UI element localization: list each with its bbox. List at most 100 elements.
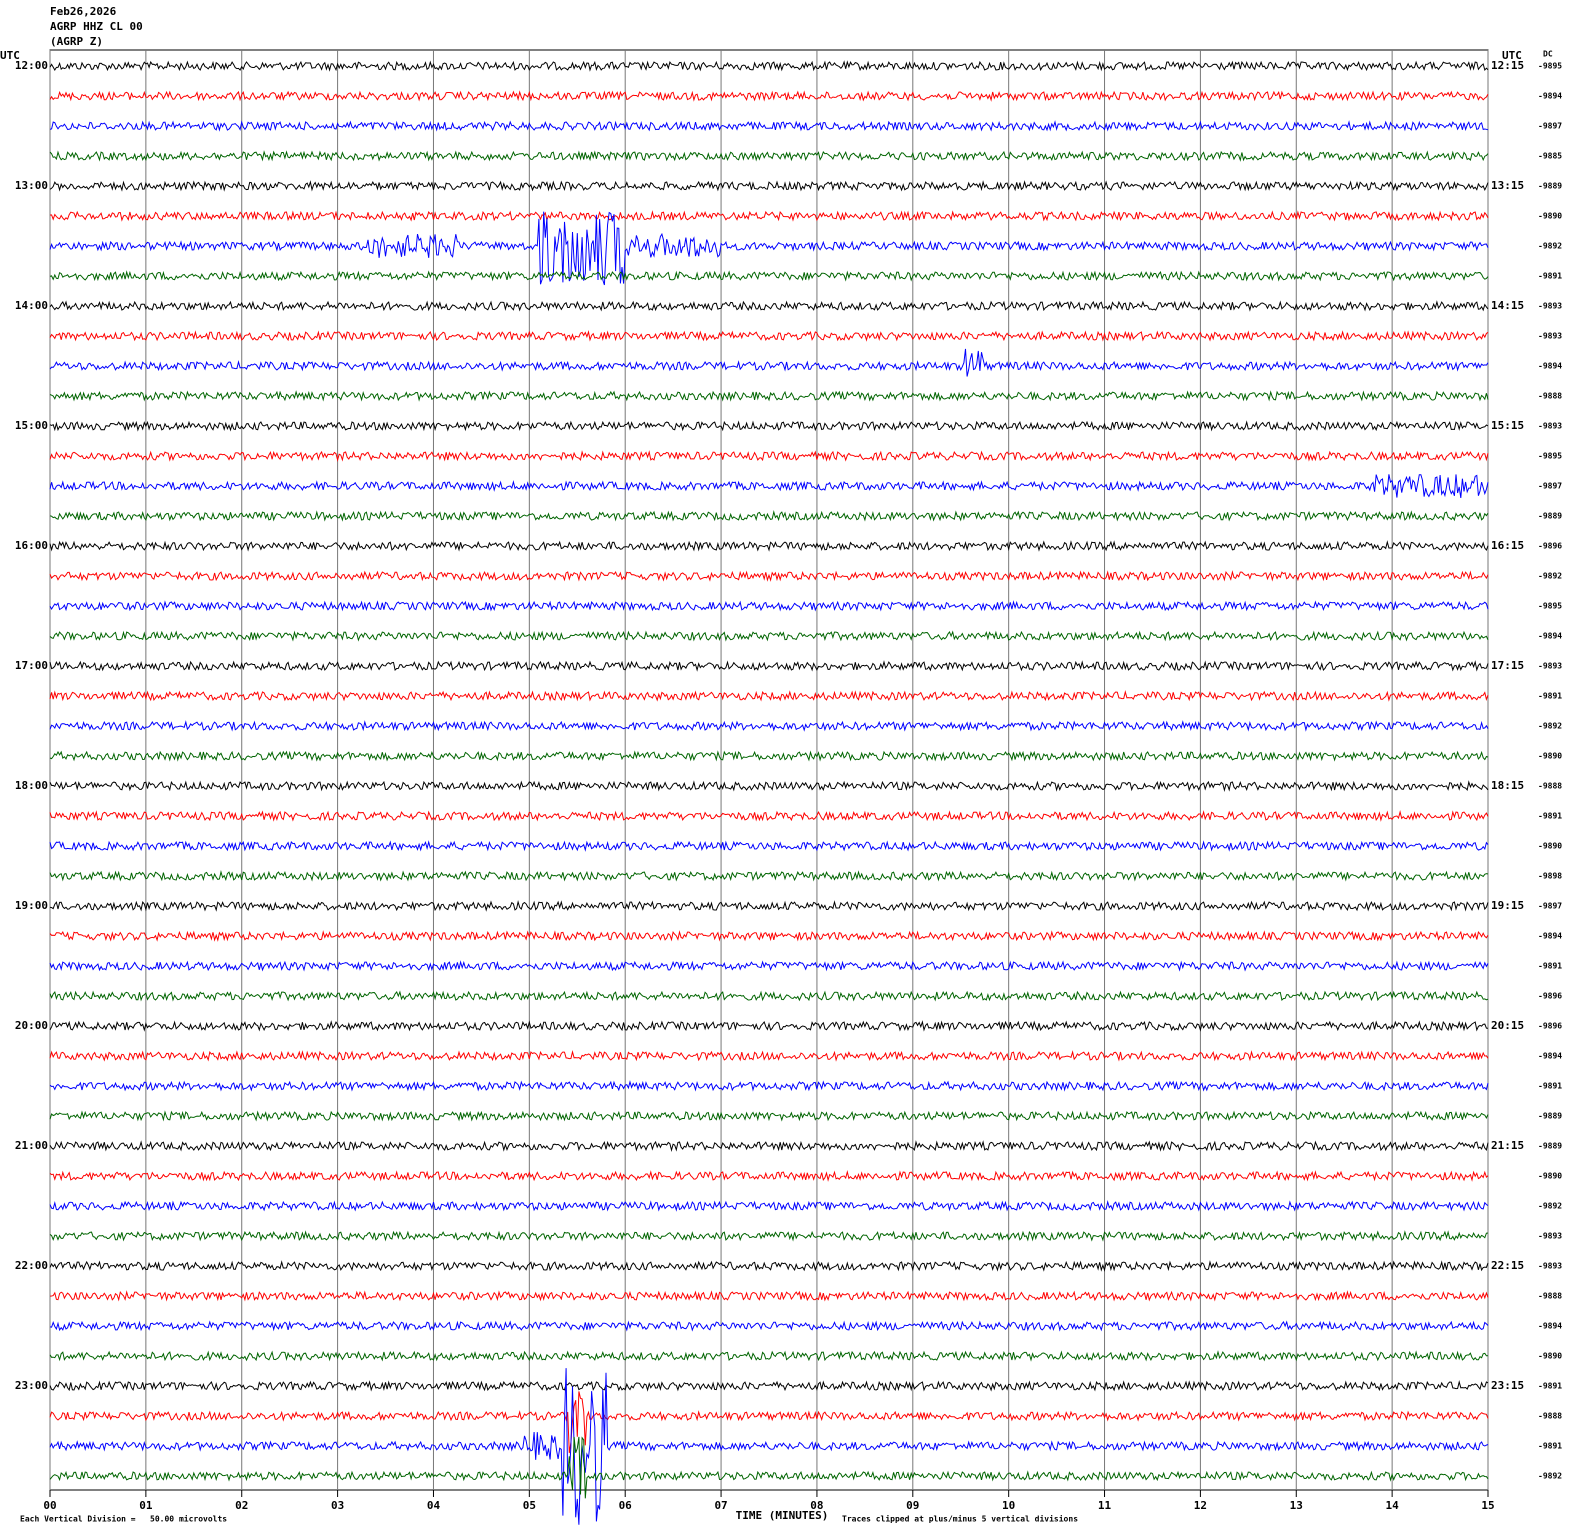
- right-time-label: 20:15: [1491, 1019, 1524, 1032]
- left-time-label: 19:00: [15, 899, 48, 912]
- dc-value: -9891: [1538, 692, 1562, 701]
- right-time-label: 19:15: [1491, 899, 1524, 912]
- trace: [49, 150, 1489, 162]
- x-tick-label: 03: [331, 1499, 344, 1512]
- trace: [49, 1350, 1488, 1362]
- dc-value: -9894: [1538, 932, 1562, 941]
- dc-value: -9889: [1538, 512, 1562, 521]
- footer-clip: Traces clipped at plus/minus 5 vertical …: [842, 1514, 1078, 1524]
- x-tick-label: 06: [619, 1499, 633, 1512]
- left-time-label: 18:00: [15, 779, 48, 792]
- x-tick-label: 00: [43, 1499, 56, 1512]
- dc-value: -9893: [1538, 1232, 1562, 1241]
- left-time-label: 21:00: [15, 1139, 48, 1152]
- dc-value: -9891: [1538, 1442, 1562, 1451]
- left-axis-title: UTC: [0, 49, 20, 62]
- right-time-label: 18:15: [1491, 779, 1524, 792]
- trace: [49, 1230, 1489, 1242]
- right-time-label: 21:15: [1491, 1139, 1524, 1152]
- dc-value: -9897: [1538, 902, 1562, 911]
- right-time-label: 23:15: [1491, 1379, 1524, 1392]
- dc-value: -9889: [1538, 1142, 1562, 1151]
- dc-value: -9891: [1538, 1082, 1562, 1091]
- right-axis-title: UTC: [1502, 49, 1522, 62]
- left-time-label: 14:00: [15, 299, 48, 312]
- left-time-label: 22:00: [15, 1259, 48, 1272]
- left-time-label: 20:00: [15, 1019, 48, 1032]
- dc-value: -9894: [1538, 632, 1562, 641]
- trace: [49, 1170, 1489, 1182]
- trace: [49, 1080, 1489, 1092]
- trace: [49, 1260, 1489, 1272]
- trace: [49, 180, 1489, 192]
- trace: [49, 600, 1489, 612]
- trace: [49, 690, 1489, 702]
- left-time-label: 23:00: [15, 1379, 48, 1392]
- x-tick-label: 13: [1290, 1499, 1303, 1512]
- trace: [49, 420, 1489, 432]
- dc-value: -9889: [1538, 182, 1562, 191]
- x-tick-label: 05: [523, 1499, 536, 1512]
- trace: [49, 270, 1489, 282]
- x-tick-label: 08: [810, 1499, 823, 1512]
- trace: [49, 1368, 1489, 1525]
- trace: [49, 1140, 1489, 1152]
- dc-value: -9888: [1538, 782, 1562, 791]
- trace: [49, 1391, 1489, 1454]
- trace: [49, 1020, 1489, 1032]
- dc-value: -9891: [1538, 272, 1562, 281]
- dc-value: -9893: [1538, 332, 1562, 341]
- trace: [49, 510, 1489, 522]
- dc-value: -9892: [1538, 242, 1562, 251]
- right-time-label: 15:15: [1491, 419, 1524, 432]
- trace: [49, 210, 1489, 222]
- right-time-label: 16:15: [1491, 539, 1524, 552]
- dc-value: -9892: [1538, 572, 1562, 581]
- station: AGRP HHZ CL 00: [50, 20, 143, 33]
- dc-value: -9891: [1538, 962, 1562, 971]
- trace: [49, 570, 1489, 582]
- trace: [49, 348, 1489, 377]
- dc-value: -9888: [1538, 1412, 1562, 1421]
- dc-value: -9889: [1538, 1112, 1562, 1121]
- left-time-label: 16:00: [15, 539, 48, 552]
- trace: [49, 60, 1489, 72]
- trace: [49, 90, 1489, 102]
- trace: [49, 630, 1489, 642]
- trace: [49, 750, 1489, 762]
- trace: [49, 810, 1489, 822]
- trace: [49, 474, 1489, 498]
- dc-value: -9894: [1538, 1322, 1562, 1331]
- dc-value: -9890: [1538, 212, 1562, 221]
- dc-value: -9890: [1538, 1352, 1562, 1361]
- dc-value: -9890: [1538, 842, 1562, 851]
- trace: [49, 300, 1489, 312]
- right-time-label: 12:15: [1491, 59, 1524, 72]
- trace: [49, 930, 1489, 942]
- right-time-label: 17:15: [1491, 659, 1524, 672]
- x-tick-label: 01: [139, 1499, 153, 1512]
- x-tick-label: 07: [714, 1499, 727, 1512]
- trace: [49, 1320, 1489, 1332]
- dc-value: -9888: [1538, 392, 1562, 401]
- dc-value: -9898: [1538, 872, 1562, 881]
- dc-value: -9893: [1538, 662, 1562, 671]
- dc-value: -9893: [1538, 1262, 1562, 1271]
- dc-value: -9896: [1538, 1022, 1562, 1031]
- dc-value: -9891: [1538, 812, 1562, 821]
- dc-value: -9897: [1538, 482, 1562, 491]
- trace: [49, 330, 1489, 342]
- dc-value: -9893: [1538, 422, 1562, 431]
- trace: [49, 390, 1489, 402]
- right-time-label: 22:15: [1491, 1259, 1524, 1272]
- trace: [49, 870, 1489, 882]
- trace: [49, 840, 1489, 852]
- x-tick-label: 11: [1098, 1499, 1112, 1512]
- dc-value: -9895: [1538, 452, 1562, 461]
- dc-value: -9891: [1538, 1382, 1562, 1391]
- trace: [49, 780, 1489, 792]
- x-tick-label: 10: [1002, 1499, 1015, 1512]
- x-axis-title: TIME (MINUTES): [736, 1509, 829, 1522]
- dc-value: -9895: [1538, 62, 1562, 71]
